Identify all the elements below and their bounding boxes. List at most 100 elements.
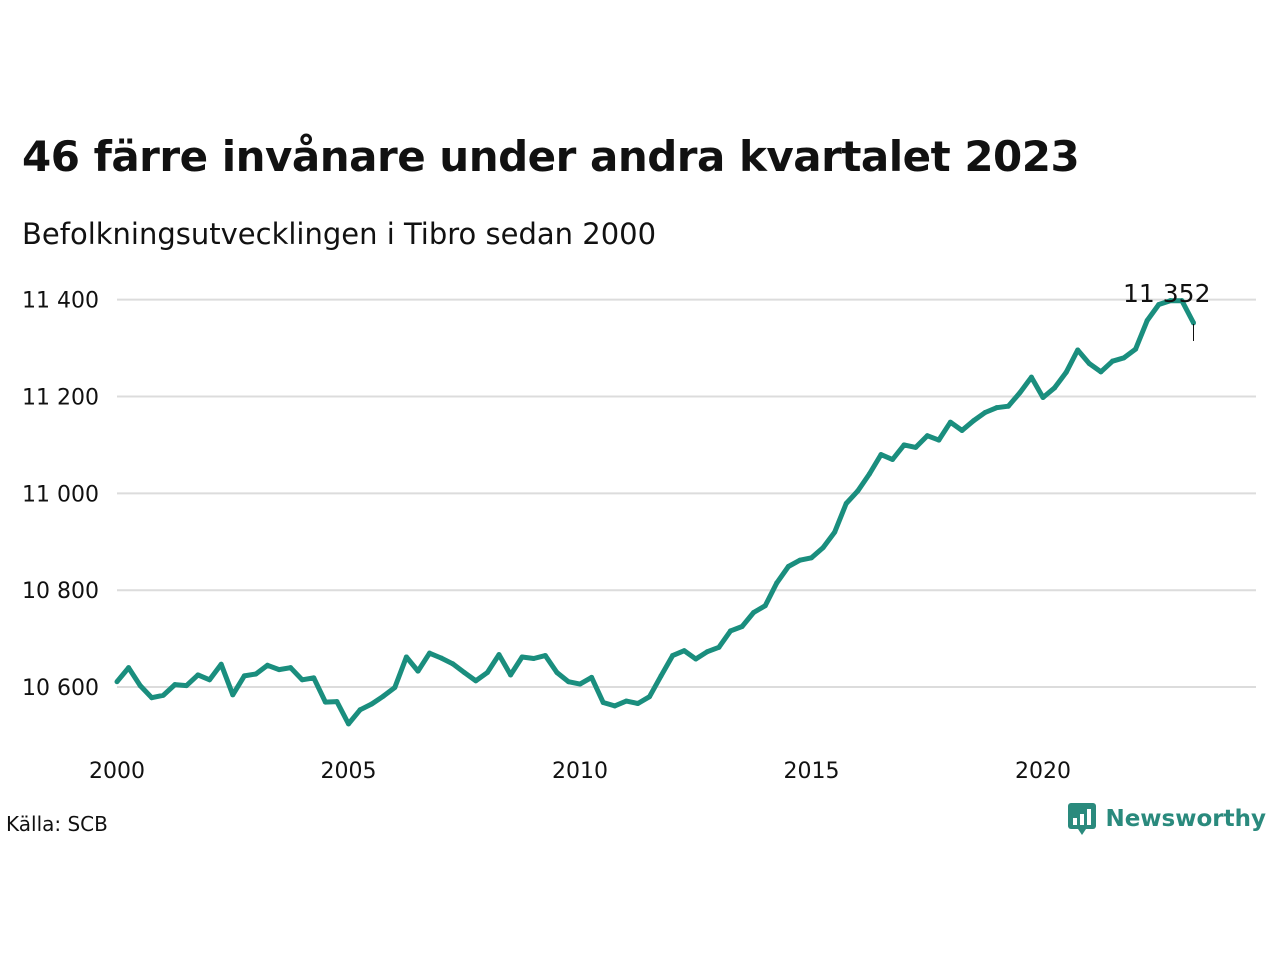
x-tick-label: 2020: [1015, 759, 1071, 784]
data-point: [1063, 369, 1069, 375]
data-point: [519, 654, 525, 660]
data-point: [855, 488, 861, 494]
data-point: [508, 672, 514, 678]
data-point: [241, 673, 247, 679]
data-point: [218, 661, 224, 667]
data-point: [403, 654, 409, 660]
gridlines: [117, 298, 1256, 689]
data-point: [843, 501, 849, 507]
data-point: [774, 580, 780, 586]
data-point: [820, 545, 826, 551]
data-point: [704, 649, 710, 655]
data-point: [253, 671, 259, 677]
data-point: [531, 655, 537, 661]
x-axis-tick-labels: 2000 2005 2010 2015 2020: [89, 759, 1071, 784]
data-point: [288, 665, 294, 671]
population-line: [115, 298, 1196, 727]
data-point: [427, 650, 433, 656]
data-point: [751, 609, 757, 615]
data-point: [785, 563, 791, 569]
data-point: [623, 698, 629, 704]
data-point: [878, 452, 884, 458]
data-point: [461, 670, 467, 676]
data-point: [195, 672, 201, 678]
data-point: [971, 418, 977, 424]
x-tick-label: 2005: [321, 759, 377, 784]
data-point: [160, 692, 166, 698]
data-point: [542, 653, 548, 659]
data-point: [1156, 302, 1162, 308]
data-point: [183, 683, 189, 689]
data-point: [1098, 369, 1104, 375]
data-point: [392, 685, 398, 691]
data-point: [577, 681, 583, 687]
data-point: [276, 667, 282, 673]
data-point: [612, 703, 618, 709]
x-tick-label: 2000: [89, 759, 145, 784]
data-point: [1028, 374, 1034, 380]
data-point: [484, 670, 490, 676]
data-point: [994, 405, 1000, 411]
data-point: [901, 442, 907, 448]
end-annotation: 11 352: [1123, 279, 1210, 341]
data-point: [264, 662, 270, 668]
newsworthy-logo-icon: [1068, 803, 1097, 835]
data-point: [1190, 320, 1196, 326]
data-point: [230, 692, 236, 698]
data-point: [357, 707, 363, 713]
data-point: [589, 674, 595, 680]
data-point: [716, 644, 722, 650]
data-point: [299, 677, 305, 683]
y-tick-label: 11 000: [22, 482, 99, 507]
y-tick-label: 11 400: [22, 289, 99, 314]
data-point: [369, 701, 375, 707]
data-point: [936, 437, 942, 443]
data-point: [797, 557, 803, 563]
data-point: [681, 648, 687, 654]
data-point: [149, 695, 155, 701]
data-point: [1017, 390, 1023, 396]
data-point: [646, 694, 652, 700]
data-point: [565, 679, 571, 685]
data-point: [346, 721, 352, 727]
data-point: [947, 419, 953, 425]
data-point: [600, 700, 606, 706]
brand-logo[interactable]: Newsworthy: [1067, 802, 1266, 836]
data-point: [809, 555, 815, 561]
data-point: [114, 679, 120, 685]
data-point: [496, 652, 502, 658]
data-point: [415, 668, 421, 674]
data-point: [693, 656, 699, 662]
y-tick-label: 10 800: [22, 579, 99, 604]
data-point: [635, 701, 641, 707]
chart-subtitle: Befolkningsutvecklingen i Tibro sedan 20…: [22, 217, 657, 251]
chart-title: 46 färre invånare under andra kvartalet …: [22, 132, 1080, 181]
data-point: [913, 444, 919, 450]
data-point: [890, 456, 896, 462]
data-point: [334, 699, 340, 705]
data-point: [473, 678, 479, 684]
data-point: [1005, 403, 1011, 409]
data-point: [1133, 346, 1139, 352]
data-point: [924, 433, 930, 439]
data-point: [554, 670, 560, 676]
y-tick-label: 11 200: [22, 386, 99, 411]
data-point: [1075, 347, 1081, 353]
data-point: [1040, 394, 1046, 400]
data-point: [670, 653, 676, 659]
data-point: [959, 427, 965, 433]
series-layer: [114, 298, 1196, 727]
x-tick-label: 2015: [784, 759, 840, 784]
data-point: [1121, 355, 1127, 361]
data-point: [658, 673, 664, 679]
data-point: [126, 665, 132, 671]
y-axis-tick-labels: 10 600 10 800 11 000 11 200 11 400: [22, 289, 99, 701]
end-value-label: 11 352: [1123, 279, 1210, 308]
data-point: [982, 410, 988, 416]
data-point: [380, 693, 386, 699]
data-point: [1167, 298, 1173, 304]
data-point: [739, 624, 745, 630]
data-point: [762, 603, 768, 609]
data-point: [1144, 318, 1150, 324]
